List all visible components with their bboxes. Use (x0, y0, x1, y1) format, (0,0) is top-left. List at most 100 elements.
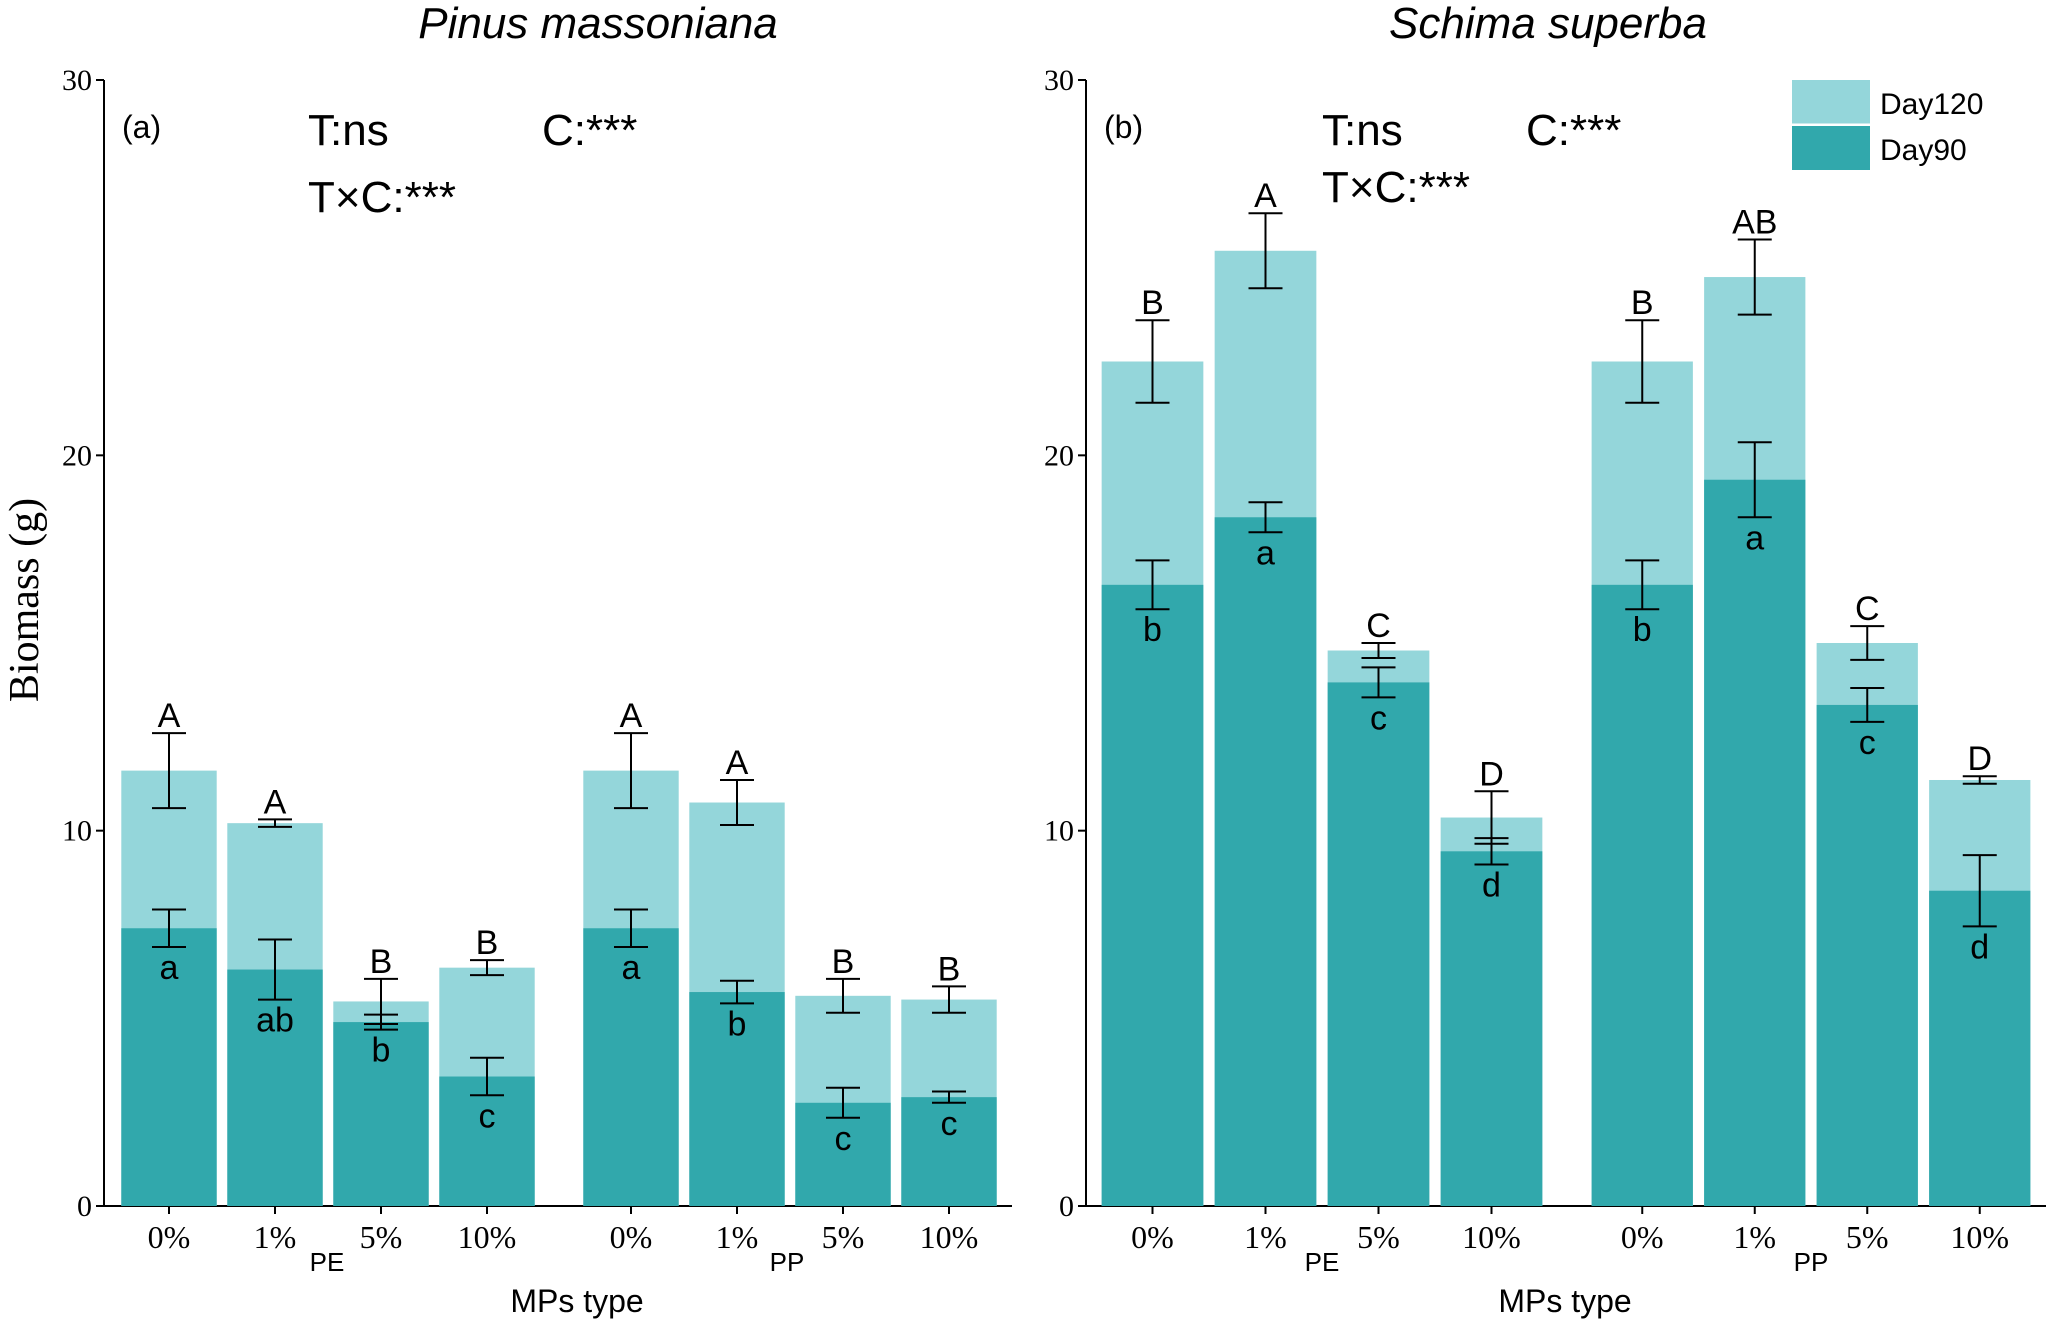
errorbar-day90-PE-5% (364, 1013, 398, 1031)
x-tick-label: 5% (1357, 1219, 1400, 1255)
bar-day90-PE-10% (439, 1076, 535, 1206)
sig-letter-day90: c (479, 1097, 496, 1135)
panel-b-stat-t: T:ns (1322, 106, 1403, 155)
sig-letter-day120: D (1967, 740, 1992, 778)
panel-a-stat-t: T:ns (308, 106, 389, 155)
x-tick-label: 10% (920, 1219, 979, 1255)
sig-letter-day90: c (941, 1105, 958, 1143)
x-tick-label: 0% (148, 1219, 191, 1255)
errorbar-day90-PP-1% (1737, 441, 1772, 519)
errorbar-day90-PP-5% (1850, 687, 1885, 723)
bar-day90-PP-0% (583, 928, 679, 1206)
bar-day90-PP-1% (1704, 479, 1806, 1207)
sig-letter-day120: A (264, 783, 287, 821)
errorbar-day90-PE-5% (1361, 666, 1396, 699)
errorbar-day120-PP-5% (1850, 625, 1885, 661)
errorbar-day90-PP-1% (720, 979, 754, 1005)
sig-letter-day90: ab (256, 1002, 294, 1040)
panel-a-x-axis-title: MPs type (510, 1283, 643, 1319)
x-tick-label: 1% (716, 1219, 759, 1255)
panel-b-title: Schima superba (1389, 0, 1707, 48)
panel-b-label: (b) (1104, 109, 1143, 145)
bar-day90-PP-1% (689, 992, 785, 1206)
y-axis-title: Biomass (g) (2, 498, 48, 702)
x-tick-label: 0% (610, 1219, 653, 1255)
y-tick-label: 0 (77, 1190, 92, 1223)
sig-letter-day90: c (1859, 724, 1876, 762)
sig-letter-day120: AB (1732, 204, 1777, 242)
errorbar-day120-PE-0% (1135, 319, 1170, 404)
panel-b-stat-c: C:*** (1526, 106, 1621, 155)
panel-a-label: (a) (122, 109, 161, 145)
panel-a-group-pp: PP (770, 1247, 805, 1277)
sig-letter-day90: d (1970, 928, 1989, 966)
sig-letter-day90: a (160, 949, 179, 987)
x-tick-label: 1% (1244, 1219, 1287, 1255)
sig-letter-day90: a (1256, 534, 1275, 572)
bar-day90-PE-0% (1101, 584, 1204, 1206)
bar-day90-PP-10% (1929, 890, 2031, 1206)
panel-a-bars: 0 10 20 30 Aa 0% Aab 1% Bb 5% Bc 10% Aa 0% Ab 1% Bc 5% Bc 1… (62, 64, 997, 1255)
sig-letter-day120: B (1141, 284, 1164, 322)
legend: Day120 Day90 (1792, 80, 1983, 170)
errorbar-day120-PE-0% (152, 732, 186, 810)
bar-day90-PP-0% (1591, 584, 1693, 1206)
sig-letter-day90: a (1745, 519, 1764, 557)
sig-letter-day90: b (1143, 611, 1162, 649)
sig-letter-day90: a (622, 949, 641, 987)
y-tick-label: 10 (1044, 815, 1074, 848)
sig-letter-day120: B (832, 943, 855, 981)
y-tick-label: 30 (1044, 64, 1074, 97)
errorbar-day120-PP-10% (1962, 775, 1997, 785)
errorbar-day90-PP-0% (614, 908, 648, 949)
bar-day90-PP-5% (795, 1102, 891, 1206)
panel-b-stat-txc: T×C:*** (1322, 163, 1470, 212)
x-tick-label: 0% (1621, 1219, 1664, 1255)
sig-letter-day90: b (728, 1005, 747, 1043)
x-tick-label: 0% (1131, 1219, 1174, 1255)
y-tick-label: 20 (62, 439, 92, 472)
errorbar-day120-PP-1% (1737, 238, 1772, 316)
panel-b-group-pp: PP (1794, 1247, 1829, 1277)
sig-letter-day90: b (1633, 611, 1652, 649)
x-tick-label: 5% (1846, 1219, 1889, 1255)
errorbar-day120-PE-10% (470, 959, 504, 977)
sig-letter-day120: B (938, 950, 961, 988)
errorbar-day90-PE-10% (1474, 837, 1509, 866)
panel-a: Pinus massoniana (a) T:ns C:*** T×C:*** … (62, 0, 1012, 1319)
errorbar-day90-PE-0% (152, 908, 186, 949)
errorbar-day90-PP-10% (1962, 854, 1997, 928)
bar-day90-PE-0% (121, 928, 217, 1206)
y-tick-label: 30 (62, 64, 92, 97)
legend-day90-swatch (1792, 126, 1870, 170)
sig-letter-day90: c (1370, 699, 1387, 737)
panel-b-bars: 0 10 20 30 Bb 0% Aa 1% Cc 5% Dd 10% Bb 0% AB a 1% Cc 5% Dd 1… (1044, 64, 2031, 1255)
sig-letter-day120: B (370, 943, 393, 981)
x-tick-label: 1% (254, 1219, 297, 1255)
x-tick-label: 5% (822, 1219, 865, 1255)
errorbar-day120-PE-1% (1248, 212, 1283, 290)
x-tick-label: 1% (1733, 1219, 1776, 1255)
sig-letter-day120: C (1366, 607, 1391, 645)
bar-day90-PE-5% (1327, 682, 1430, 1206)
panel-a-title: Pinus massoniana (418, 0, 778, 48)
x-tick-label: 5% (360, 1219, 403, 1255)
errorbar-day90-PE-0% (1135, 559, 1170, 611)
y-tick-label: 20 (1044, 439, 1074, 472)
errorbar-day90-PE-1% (1248, 501, 1283, 534)
sig-letter-day120: A (620, 697, 643, 735)
x-tick-label: 10% (458, 1219, 517, 1255)
errorbar-day90-PE-10% (470, 1056, 504, 1097)
panel-b-group-pe: PE (1305, 1247, 1340, 1277)
bar-day90-PP-10% (901, 1097, 997, 1206)
sig-letter-day120: A (158, 697, 181, 735)
bar-day90-PE-5% (333, 1022, 429, 1206)
y-tick-label: 10 (62, 815, 92, 848)
legend-day120-label: Day120 (1880, 88, 1983, 121)
errorbar-day120-PP-1% (720, 778, 754, 827)
sig-letter-day120: B (1631, 284, 1654, 322)
x-tick-label: 10% (1950, 1219, 2009, 1255)
bar-day90-PE-1% (227, 969, 323, 1206)
errorbar-day120-PP-10% (932, 985, 966, 1014)
